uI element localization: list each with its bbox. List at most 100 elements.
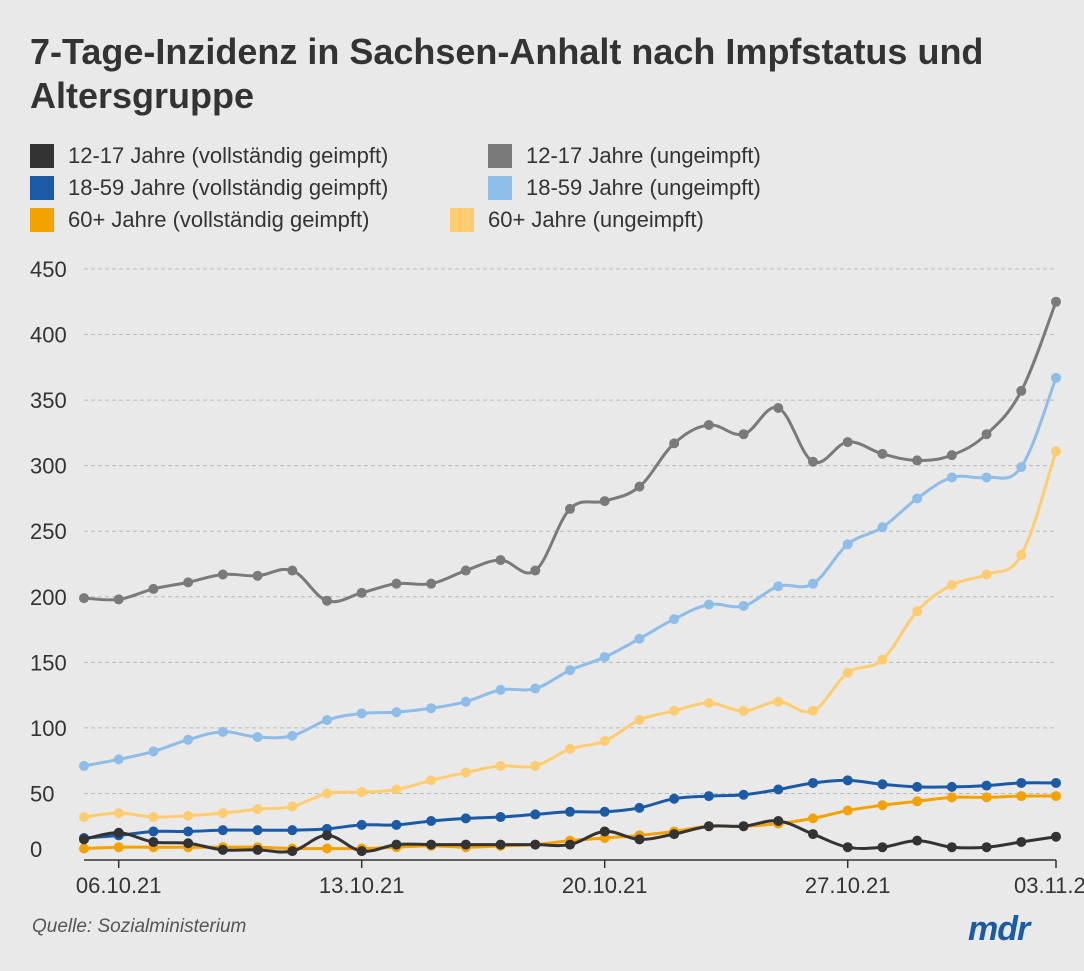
data-point — [113, 754, 124, 765]
data-point — [773, 784, 784, 795]
data-point — [1051, 296, 1061, 307]
data-point — [877, 842, 888, 853]
y-tick-label: 450 — [30, 257, 67, 282]
data-point — [669, 438, 680, 449]
data-point — [495, 555, 506, 566]
legend-swatch — [450, 208, 474, 232]
data-point — [946, 781, 957, 792]
data-point — [808, 813, 818, 824]
data-point — [877, 779, 888, 790]
data-point — [1051, 446, 1061, 457]
data-point — [599, 736, 610, 746]
source-note: Quelle: Sozialministerium — [32, 916, 247, 937]
data-point — [912, 606, 923, 617]
data-point — [530, 683, 541, 694]
data-point — [981, 842, 992, 853]
y-tick-label: 100 — [30, 716, 67, 741]
data-point — [426, 839, 437, 850]
data-point — [703, 599, 714, 610]
data-point — [252, 804, 263, 815]
x-tick-label: 20.10.21 — [562, 873, 648, 898]
data-point — [808, 829, 818, 840]
data-point — [217, 569, 228, 580]
data-point — [599, 806, 610, 817]
chart-title: 7-Tage-Inzidenz in Sachsen-Anhalt nach I… — [30, 31, 984, 116]
data-point — [530, 809, 541, 820]
data-point — [738, 429, 749, 440]
data-point — [634, 802, 645, 813]
data-point — [981, 569, 992, 580]
data-point — [946, 579, 957, 590]
data-point — [113, 594, 124, 605]
legend-swatch — [30, 176, 54, 200]
data-point — [426, 815, 437, 826]
data-point — [669, 829, 680, 840]
legend-label: 18-59 Jahre (vollständig geimpft) — [68, 175, 389, 200]
data-point — [912, 796, 923, 807]
data-point — [912, 493, 923, 504]
data-point — [946, 450, 957, 461]
data-point — [79, 843, 89, 854]
y-tick-label: 0 — [30, 837, 42, 862]
data-point — [877, 800, 888, 811]
data-point — [1016, 549, 1027, 560]
data-point — [252, 570, 263, 581]
data-point — [981, 780, 992, 791]
data-point — [981, 792, 992, 803]
data-point — [148, 746, 159, 757]
data-point — [738, 821, 749, 832]
legend-item-12-17-geimpft: 12-17 Jahre (vollständig geimpft) — [30, 143, 488, 169]
data-point — [912, 835, 923, 846]
data-point — [79, 834, 89, 845]
y-tick-label: 150 — [30, 650, 67, 675]
legend-label: 12-17 Jahre (ungeimpft) — [526, 143, 761, 168]
data-point — [287, 801, 298, 812]
data-point — [842, 667, 853, 678]
data-point — [703, 821, 714, 832]
data-point — [669, 705, 680, 716]
data-point — [183, 826, 194, 837]
data-point — [530, 839, 541, 850]
data-point — [877, 654, 888, 665]
data-point — [634, 715, 645, 726]
legend-item-60-geimpft: 60+ Jahre (vollständig geimpft) — [30, 207, 450, 233]
data-point — [565, 806, 575, 817]
mdr-logo: mdr — [968, 910, 1030, 948]
y-tick-label: 400 — [30, 323, 67, 348]
data-point — [738, 789, 749, 800]
data-point — [808, 578, 818, 589]
legend-row: 60+ Jahre (vollständig geimpft) 60+ Jahr… — [30, 204, 1060, 236]
data-point — [634, 633, 645, 644]
data-point — [391, 707, 402, 718]
data-point — [183, 734, 194, 745]
data-point — [1051, 372, 1061, 383]
y-tick-label: 200 — [30, 585, 67, 610]
legend-swatch — [30, 208, 54, 232]
data-point — [703, 697, 714, 708]
data-point — [842, 842, 853, 853]
x-tick-label: 13.10.21 — [319, 873, 405, 898]
data-point — [599, 652, 610, 663]
legend-row: 12-17 Jahre (vollständig geimpft) 12-17 … — [30, 140, 1060, 172]
data-point — [356, 708, 367, 719]
data-point — [565, 503, 575, 514]
data-point — [356, 846, 367, 857]
data-point — [842, 539, 853, 550]
data-point — [460, 565, 471, 576]
data-point — [252, 825, 263, 836]
data-point — [669, 793, 680, 804]
data-point — [217, 726, 228, 737]
data-point — [287, 846, 298, 857]
data-point — [183, 810, 194, 821]
data-point — [183, 577, 194, 588]
data-point — [287, 565, 298, 576]
data-point — [669, 614, 680, 625]
data-point — [495, 839, 506, 850]
y-tick-label: 250 — [30, 519, 67, 544]
data-point — [113, 827, 124, 838]
data-point — [460, 696, 471, 707]
data-point — [460, 813, 471, 824]
data-point — [148, 826, 159, 837]
data-point — [565, 665, 575, 676]
